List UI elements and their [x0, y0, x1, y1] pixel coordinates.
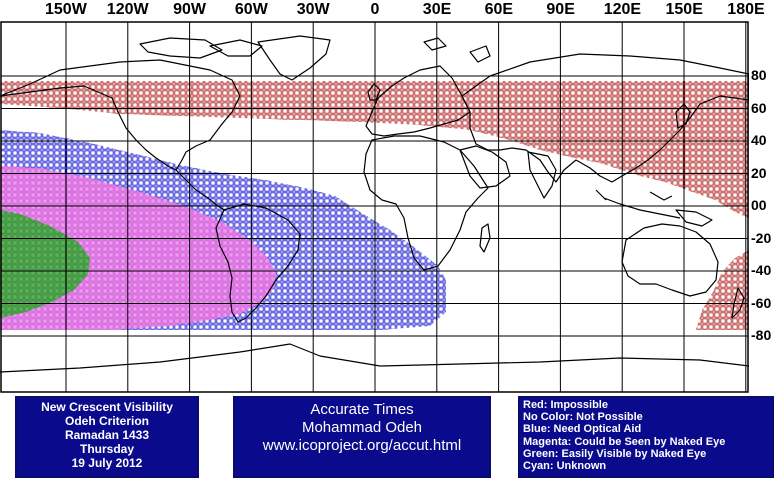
latitude-label: 80 — [751, 67, 767, 83]
longitude-label: 90W — [173, 1, 206, 18]
north-america-outline — [0, 59, 241, 171]
british-isles — [367, 83, 381, 101]
map-frame — [0, 21, 749, 393]
india-outline — [527, 151, 557, 199]
latitude-label: 20 — [751, 164, 767, 181]
longitude-label: 30E — [422, 1, 452, 18]
legend-magenta: Magenta: Could be Seen by Naked Eye — [523, 435, 726, 448]
latitude-label: 60 — [751, 99, 767, 116]
new-guinea — [675, 209, 713, 227]
credits-title: Accurate Times — [310, 401, 414, 418]
latitude-label: 00 — [751, 197, 767, 213]
graticule — [1, 22, 748, 392]
weekday: Thursday — [79, 442, 134, 456]
arabia-outline — [459, 145, 511, 189]
longitude-label: 150W — [45, 1, 87, 18]
longitude-label: 90E — [546, 1, 575, 18]
panel-title: New Crescent Visibility — [41, 400, 173, 414]
legend-cyan: Cyan: Unknown — [523, 460, 607, 473]
legend-red: Red: Impossible — [523, 399, 608, 411]
canada-arctic-islands — [139, 37, 263, 59]
africa-outline — [363, 135, 489, 271]
south-america-outline — [215, 203, 301, 323]
asia-outline — [461, 53, 749, 183]
novaya-zemlya — [469, 45, 491, 63]
coastlines — [0, 35, 749, 373]
legend-blue: Blue: Need Optical Aid — [523, 423, 642, 436]
author-name: Mohammad Odeh — [301, 419, 423, 436]
website-link[interactable]: www.icoproject.org/accut.html — [262, 437, 462, 454]
madagascar — [479, 223, 491, 253]
svalbard — [423, 37, 447, 51]
longitude-label: 120W — [106, 1, 149, 18]
longitude-label: 60E — [484, 1, 514, 18]
southeast-asia-islands — [595, 189, 681, 219]
greenland-outline — [257, 35, 331, 81]
longitude-label: 0 — [370, 1, 380, 18]
legend-none: No Color: Not Possible — [523, 411, 643, 424]
hijri-month: Ramadan 1433 — [64, 428, 150, 442]
longitude-label: 30W — [296, 1, 330, 18]
zone-easily-visible — [0, 210, 90, 318]
latitude-label: -20 — [751, 229, 772, 246]
legend-panel: Red: Impossible No Color: Not Possible B… — [518, 396, 774, 478]
central-america-outline — [175, 169, 225, 211]
zone-impossible-south — [696, 250, 749, 330]
legend-green: Green: Easily Visible by Naked Eye — [523, 447, 707, 460]
visibility-zones — [0, 81, 749, 330]
info-panel-criterion: New Crescent Visibility Odeh Criterion R… — [15, 396, 199, 478]
antarctica-outline — [0, 343, 749, 373]
info-panel-credits: Accurate Times Mohammad Odeh www.icoproj… — [233, 396, 491, 478]
longitude-label: 150E — [665, 1, 703, 18]
latitude-label: 40 — [751, 132, 767, 148]
latitude-label: -80 — [751, 327, 772, 343]
criterion-name: Odeh Criterion — [64, 414, 149, 428]
japan — [675, 103, 691, 129]
australia-outline — [621, 223, 719, 297]
longitude-label: 120E — [603, 1, 642, 18]
latitude-label: -60 — [751, 294, 772, 311]
longitude-label: 180E — [727, 1, 765, 18]
latitude-label: -40 — [751, 262, 772, 278]
new-zealand — [731, 287, 745, 319]
longitude-label: 60W — [234, 1, 268, 18]
gregorian-date: 19 July 2012 — [71, 456, 143, 470]
zone-impossible-north — [0, 81, 749, 218]
